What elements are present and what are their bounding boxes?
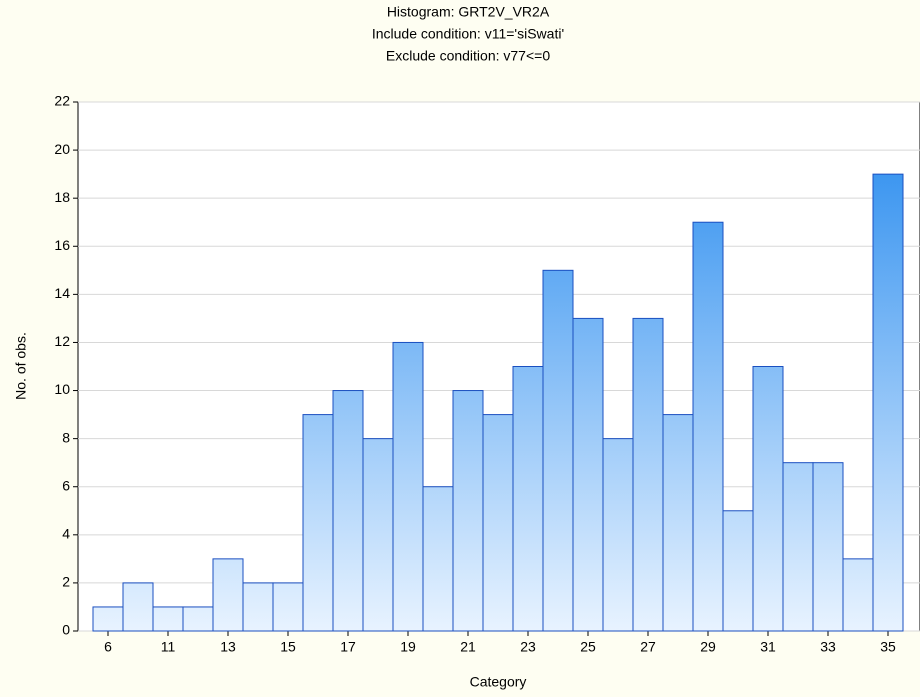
bar <box>572 317 604 632</box>
bar <box>752 366 784 632</box>
y-tick-label: 20 <box>54 141 70 157</box>
y-tick-label: 18 <box>54 189 70 205</box>
y-tick-label: 16 <box>54 237 70 253</box>
x-tick-label: 29 <box>700 639 716 655</box>
bar <box>212 558 244 632</box>
bar <box>602 438 634 632</box>
bar <box>272 582 304 632</box>
bar <box>242 582 274 632</box>
x-tick-label: 27 <box>640 639 656 655</box>
bar <box>452 390 484 632</box>
bar <box>302 414 334 632</box>
x-tick-label: 15 <box>280 639 296 655</box>
bar <box>812 462 844 632</box>
bar <box>422 486 454 632</box>
bar <box>542 269 574 632</box>
x-tick-label: 19 <box>400 639 416 655</box>
y-tick-label: 22 <box>54 93 70 109</box>
y-tick-label: 10 <box>54 381 70 397</box>
x-tick-label: 25 <box>580 639 596 655</box>
bar <box>872 173 904 632</box>
chart-title: Include condition: v11='siSwati' <box>372 26 564 42</box>
y-tick-label: 8 <box>62 429 70 445</box>
y-tick-label: 0 <box>62 622 70 638</box>
bar <box>122 582 154 632</box>
chart-title: Histogram: GRT2V_VR2A <box>387 4 550 20</box>
x-tick-label: 33 <box>820 639 836 655</box>
x-tick-label: 31 <box>760 639 776 655</box>
bar <box>392 341 424 632</box>
bar <box>842 558 874 632</box>
y-tick-label: 14 <box>54 285 70 301</box>
bar <box>632 317 664 632</box>
x-tick-label: 23 <box>520 639 536 655</box>
y-tick-label: 4 <box>62 526 70 542</box>
x-tick-label: 13 <box>220 639 236 655</box>
x-tick-label: 17 <box>340 639 356 655</box>
bar <box>722 510 754 632</box>
bar <box>482 414 514 632</box>
bar <box>692 221 724 632</box>
bar <box>182 606 214 632</box>
y-tick-label: 12 <box>54 333 70 349</box>
x-tick-label: 6 <box>104 639 112 655</box>
x-tick-label: 11 <box>161 639 176 655</box>
bar <box>512 366 544 632</box>
y-tick-label: 6 <box>62 477 70 493</box>
bar <box>782 462 814 632</box>
bar <box>92 606 124 632</box>
bar <box>362 438 394 632</box>
bar <box>662 414 694 632</box>
x-axis-label: Category <box>470 674 527 690</box>
bar <box>332 390 364 632</box>
y-axis-label: No. of obs. <box>13 332 29 400</box>
x-tick-label: 21 <box>460 639 476 655</box>
x-tick-label: 35 <box>880 639 896 655</box>
bar <box>152 606 184 632</box>
y-tick-label: 2 <box>62 574 70 590</box>
chart-title: Exclude condition: v77<=0 <box>386 48 550 64</box>
